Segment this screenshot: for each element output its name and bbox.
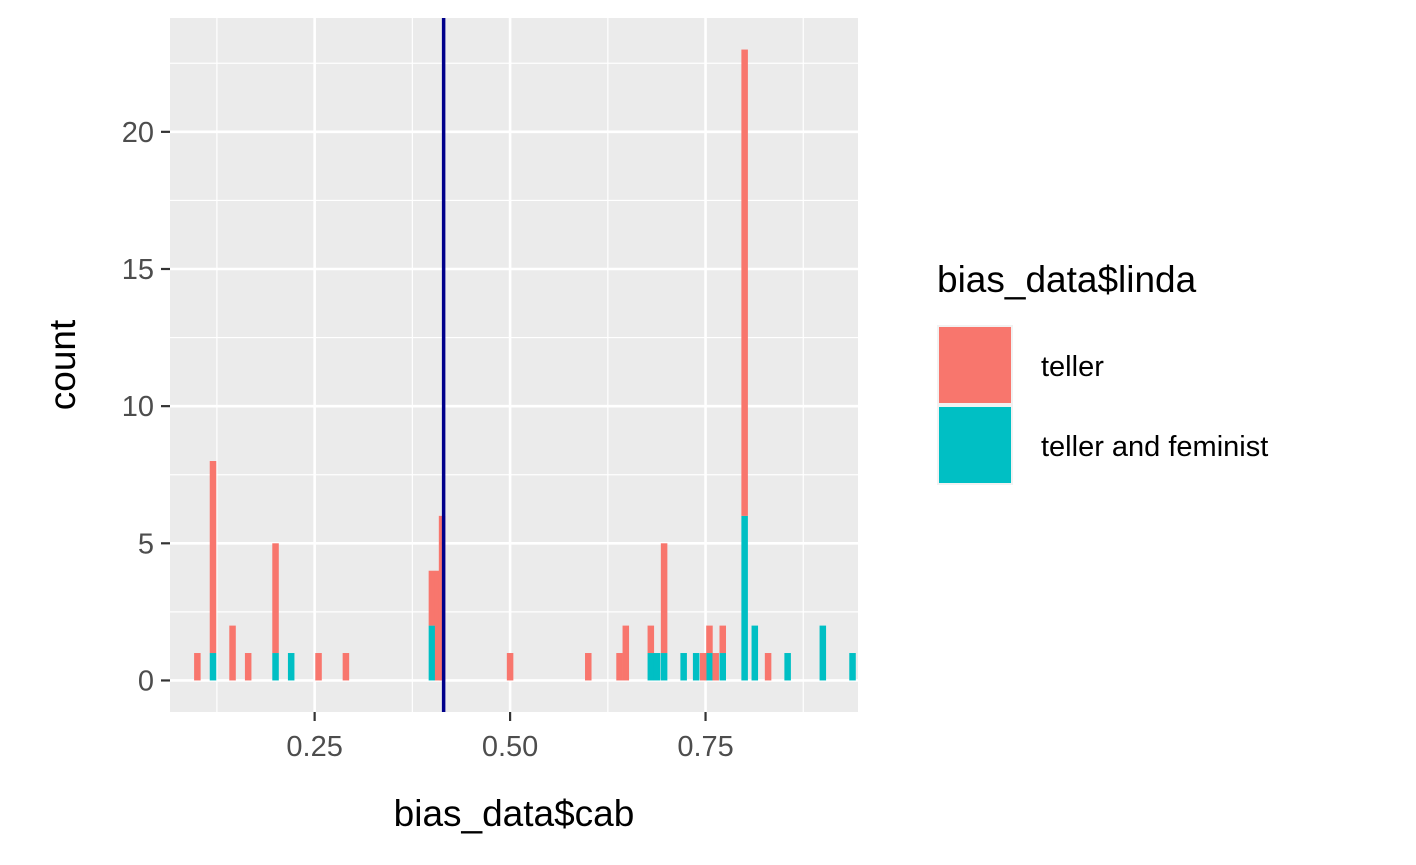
bar-teller — [616, 653, 623, 681]
bar-teller-and-feminist — [653, 653, 661, 681]
x-tick-label: 0.50 — [482, 731, 538, 763]
bar-teller — [272, 543, 279, 654]
y-tick-label: 5 — [138, 528, 154, 560]
bar-teller — [244, 653, 252, 681]
y-axis: 0 5 10 15 20 — [122, 117, 170, 697]
x-tick-label: 0.75 — [677, 731, 733, 763]
y-tick-label: 0 — [138, 665, 154, 697]
x-axis: 0.25 0.50 0.75 — [286, 712, 734, 763]
bar-teller-and-feminist — [706, 653, 713, 681]
bar-teller — [209, 461, 217, 654]
legend-key-teller-and-feminist — [939, 407, 1011, 483]
legend: bias_data$linda teller teller and feminis… — [937, 259, 1268, 485]
bar-teller — [660, 543, 668, 654]
bar-teller — [434, 570, 442, 681]
bar-teller-and-feminist — [660, 653, 668, 681]
bar-teller — [229, 625, 236, 681]
x-tick-label: 0.25 — [286, 731, 342, 763]
legend-label: teller — [1041, 351, 1104, 383]
bar-teller-and-feminist — [428, 625, 436, 681]
bar-teller — [315, 653, 322, 681]
x-axis-title: bias_data$cab — [394, 793, 635, 834]
bar-teller-and-feminist — [819, 625, 827, 681]
bar-teller-and-feminist — [784, 653, 791, 681]
legend-title: bias_data$linda — [937, 259, 1197, 300]
bar-teller — [342, 653, 350, 681]
bar-teller-and-feminist — [647, 653, 655, 681]
y-axis-title: count — [42, 319, 83, 410]
bar-teller-and-feminist — [287, 653, 295, 681]
bar-teller-and-feminist — [751, 625, 759, 681]
bar-teller — [506, 653, 514, 681]
bar-teller-and-feminist — [209, 653, 217, 681]
legend-label: teller and feminist — [1041, 431, 1268, 463]
bar-teller-and-feminist — [680, 653, 687, 681]
bar-teller — [622, 625, 630, 681]
bar-teller-and-feminist — [272, 653, 279, 681]
y-tick-label: 10 — [122, 391, 154, 423]
bar-teller — [699, 653, 707, 681]
bar-teller-and-feminist — [719, 653, 727, 681]
bar-teller — [428, 570, 436, 626]
bar-teller — [764, 653, 772, 681]
bar-teller — [585, 653, 592, 681]
bar-teller — [194, 653, 201, 681]
bar-teller — [706, 625, 713, 654]
legend-key-teller — [939, 327, 1011, 403]
bar-teller — [647, 625, 655, 654]
bar-teller — [719, 625, 727, 654]
y-tick-label: 15 — [122, 254, 154, 286]
bar-teller-and-feminist — [741, 515, 748, 681]
bar-teller-and-feminist — [692, 653, 700, 681]
major-grid — [170, 18, 858, 712]
bar-teller — [712, 653, 719, 681]
bar-teller-and-feminist — [849, 653, 856, 681]
y-tick-label: 20 — [122, 117, 154, 149]
bar-teller — [741, 49, 748, 516]
